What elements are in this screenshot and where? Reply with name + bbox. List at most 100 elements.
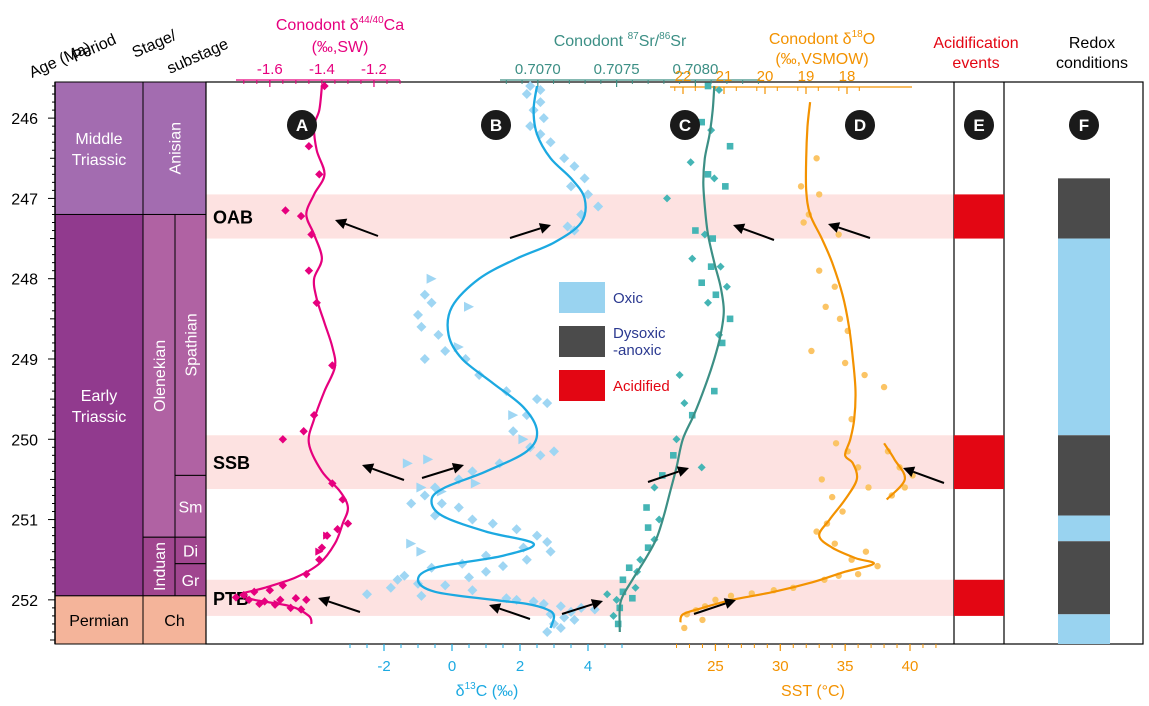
sr-point bbox=[614, 620, 622, 628]
sr-point bbox=[609, 611, 618, 620]
ca-point bbox=[296, 211, 306, 221]
c13-axis-tick-label: -2 bbox=[377, 658, 390, 675]
panel-label-badge bbox=[1069, 110, 1099, 140]
c13-point bbox=[467, 585, 478, 596]
ca-curve bbox=[239, 85, 350, 625]
period-label: Middle bbox=[75, 131, 122, 148]
panel-label-badge bbox=[964, 110, 994, 140]
sst-point bbox=[880, 383, 888, 391]
sr-point bbox=[715, 86, 724, 95]
sr-point bbox=[726, 142, 734, 150]
panel-label: F bbox=[1079, 116, 1089, 135]
timescale-columns: Middle Triassic Early Triassic Permian Anisia… bbox=[11, 81, 207, 645]
annotation-arrow bbox=[499, 607, 531, 620]
annotation-arrows bbox=[318, 218, 945, 620]
c13-point bbox=[508, 410, 519, 421]
sr-point bbox=[629, 594, 636, 602]
sst-axis-tick-label: 40 bbox=[902, 658, 919, 675]
stage-ch bbox=[142, 595, 207, 645]
sr-point bbox=[709, 235, 717, 242]
sst-point bbox=[861, 371, 868, 379]
sr-point bbox=[704, 298, 712, 307]
ca-axis-title: Conodont δ44/40Ca bbox=[276, 15, 404, 34]
legend-swatch bbox=[559, 370, 605, 401]
stage-anisian bbox=[142, 81, 207, 215]
c13-point bbox=[511, 524, 522, 535]
c13-point bbox=[416, 482, 427, 493]
period-label: Triassic bbox=[72, 152, 127, 169]
c13-point bbox=[453, 502, 464, 513]
o-axis-unit: (‰,VSMOW) bbox=[775, 51, 868, 68]
sst-point bbox=[699, 616, 706, 624]
c13-point bbox=[419, 353, 430, 364]
ca-point bbox=[250, 587, 259, 597]
c13-point bbox=[416, 546, 427, 557]
annotation-arrow bbox=[647, 470, 679, 483]
sst-point bbox=[828, 493, 836, 501]
ca-point bbox=[315, 170, 324, 179]
sr-point bbox=[698, 279, 705, 287]
c13-point bbox=[593, 201, 604, 212]
ca-point bbox=[315, 555, 324, 564]
sr-point bbox=[603, 590, 612, 599]
arrow-head bbox=[676, 466, 689, 477]
redox-interval bbox=[1058, 178, 1110, 239]
redox-interval bbox=[1058, 238, 1110, 436]
sr-point bbox=[625, 564, 633, 572]
c13-point bbox=[419, 490, 430, 501]
annotation-arrow bbox=[509, 227, 541, 239]
ca-axis-unit: (‰,SW) bbox=[312, 39, 369, 56]
period-label: Triassic bbox=[72, 409, 127, 426]
panel-label-badge bbox=[845, 110, 875, 140]
stage-spathian bbox=[174, 213, 207, 476]
arrow-head bbox=[733, 223, 746, 234]
stage-label: Ch bbox=[164, 613, 184, 630]
sst-axis-tick-label: 25 bbox=[707, 658, 724, 675]
ca-point bbox=[304, 142, 314, 151]
c13-point bbox=[362, 589, 372, 600]
sst-point bbox=[854, 570, 862, 578]
ca-point bbox=[343, 519, 353, 528]
series-sr bbox=[603, 82, 734, 633]
sst-point bbox=[712, 596, 719, 604]
sr-axis-tick-label: 0.7080 bbox=[672, 61, 718, 78]
stage-sm bbox=[174, 474, 207, 538]
ca-axis-tick-label: -1.2 bbox=[361, 61, 387, 78]
sr-point bbox=[692, 227, 699, 234]
c13-axis-tick-label: 2 bbox=[516, 658, 524, 675]
sst-point bbox=[681, 624, 688, 632]
c13-point bbox=[535, 97, 546, 108]
panel-label: B bbox=[490, 116, 502, 135]
sr-point bbox=[716, 262, 725, 271]
redox-title-line2: conditions bbox=[1056, 55, 1128, 72]
ca-point bbox=[276, 595, 285, 605]
ca-point bbox=[302, 569, 311, 579]
stage-label: Spathian bbox=[184, 313, 201, 376]
sst-axis-title: SST (°C) bbox=[781, 683, 845, 700]
panel-label-badge bbox=[481, 110, 511, 140]
c13-point bbox=[532, 394, 542, 405]
sr-point bbox=[659, 472, 666, 479]
ca-point bbox=[320, 81, 329, 91]
c13-point bbox=[583, 189, 593, 200]
panel-label: E bbox=[973, 116, 984, 135]
age-tick-label: 251 bbox=[11, 513, 38, 530]
annotation-arrow bbox=[838, 226, 871, 239]
sr-point bbox=[718, 339, 726, 347]
sst-point bbox=[865, 484, 872, 491]
c13-point bbox=[406, 498, 417, 509]
ca-point bbox=[299, 427, 308, 436]
sst-point bbox=[835, 231, 842, 238]
c13-point bbox=[538, 113, 549, 124]
ca-axis-tick-label: -1.4 bbox=[309, 61, 335, 78]
annotation-arrow bbox=[328, 600, 361, 613]
ca-point bbox=[315, 547, 324, 556]
sst-point bbox=[808, 347, 815, 355]
sr-point bbox=[704, 82, 712, 90]
sst-axis-tick-label: 35 bbox=[837, 658, 854, 675]
ca-point bbox=[333, 524, 342, 534]
c13-point bbox=[542, 626, 553, 637]
redox-interval bbox=[1058, 515, 1110, 542]
sr-curve bbox=[618, 85, 725, 633]
arrow-head bbox=[335, 218, 348, 229]
